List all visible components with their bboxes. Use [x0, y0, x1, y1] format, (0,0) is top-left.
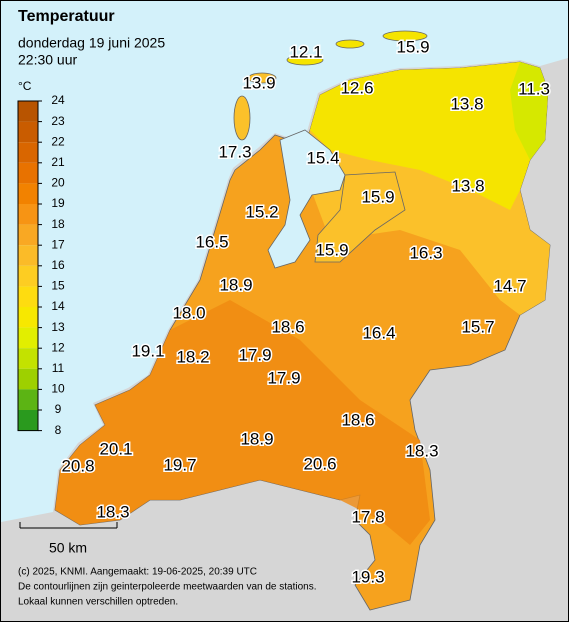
legend-tick-label: 10	[51, 382, 65, 396]
station-value: 18.6	[271, 317, 304, 336]
station-value: 13.8	[450, 94, 483, 113]
station-value: 16.3	[409, 243, 442, 262]
warm-zone	[55, 300, 430, 545]
legend-unit: °C	[18, 79, 32, 93]
legend-tick-label: 15	[51, 279, 65, 293]
legend-band	[18, 162, 38, 184]
legend-band	[18, 245, 38, 266]
station-value: 18.3	[96, 502, 129, 521]
station-value: 14.7	[493, 276, 526, 295]
title: Temperatuur	[18, 8, 115, 25]
footer-line: Lokaal kunnen verschillen optreden.	[18, 597, 178, 608]
legend-band	[18, 142, 38, 163]
legend-tick-label: 19	[51, 196, 65, 210]
coldest-zone	[510, 62, 548, 160]
station-value: 15.4	[306, 148, 339, 167]
legend-tick-label: 13	[51, 320, 65, 334]
station-value: 18.9	[240, 429, 273, 448]
station-value: 15.9	[361, 187, 394, 206]
station-value: 18.6	[341, 410, 374, 429]
legend-tick-label: 12	[51, 340, 65, 354]
legend-band	[18, 368, 38, 390]
legend-tick-label: 24	[51, 93, 65, 107]
station-value: 20.6	[303, 454, 336, 473]
legend-tick-label: 22	[51, 134, 65, 148]
sea	[1, 1, 568, 522]
station-value: 20.8	[61, 456, 94, 475]
station-value: 15.2	[245, 202, 278, 221]
station-value: 16.4	[362, 323, 395, 342]
station-value: 18.0	[172, 303, 205, 322]
station-value: 13.8	[451, 176, 484, 195]
legend-tick-label: 16	[51, 258, 65, 272]
date: donderdag 19 juni 2025	[18, 35, 165, 51]
legend-band	[18, 265, 38, 287]
legend-band	[18, 307, 38, 328]
legend-tick-label: 17	[51, 237, 65, 251]
legend-band	[18, 286, 38, 307]
station-value: 19.3	[351, 567, 384, 586]
island	[286, 54, 324, 66]
station-value: 13.9	[242, 73, 275, 92]
station-value: 11.3	[518, 79, 550, 98]
station-value: 18.3	[405, 441, 438, 460]
legend-tick-label: 23	[51, 114, 65, 128]
ijsselmeer	[267, 129, 346, 269]
station-value: 15.9	[396, 37, 429, 56]
cool-zone	[310, 62, 548, 210]
station-value: 17.9	[238, 345, 271, 364]
station-value: 12.6	[340, 78, 373, 97]
legend-frame	[17, 100, 39, 432]
legend-band	[18, 204, 38, 225]
legend-tick-label: 18	[51, 217, 65, 231]
station-value: 18.9	[219, 275, 252, 294]
time: 22:30 uur	[18, 52, 77, 68]
legend-band	[18, 101, 38, 122]
legend-tick-label: 14	[51, 299, 65, 313]
station-value: 19.7	[163, 455, 196, 474]
flevoland	[314, 171, 406, 263]
station-value: 15.9	[315, 240, 348, 259]
station-value: 12.1	[289, 42, 322, 61]
legend-tick-label: 20	[51, 176, 65, 190]
island	[233, 95, 251, 141]
legend-band	[18, 389, 38, 410]
station-value: 17.8	[351, 507, 384, 526]
island	[247, 72, 277, 84]
scale-label: 50 km	[49, 540, 87, 556]
station-value: 16.5	[195, 232, 228, 251]
station-value: 20.1	[99, 439, 132, 458]
footer-line: (c) 2025, KNMI. Aangemaakt: 19-06-2025, …	[18, 567, 257, 578]
legend-band	[18, 348, 38, 369]
footer-line: De contourlijnen zijn geinterpoleerde me…	[18, 582, 317, 593]
legend-band	[18, 410, 38, 431]
station-value: 18.2	[176, 347, 209, 366]
station-value: 17.9	[267, 368, 300, 387]
station-value: 17.3	[218, 142, 251, 161]
legend-tick-label: 9	[55, 402, 62, 416]
legend-tick-label: 21	[51, 155, 65, 169]
legend-band	[18, 183, 38, 204]
legend-tick-label: 8	[55, 423, 62, 437]
island	[335, 39, 365, 49]
legend-tick-label: 11	[52, 361, 65, 375]
station-value: 15.7	[461, 317, 494, 336]
island	[382, 30, 428, 42]
legend-band	[18, 224, 38, 246]
legend-band	[18, 327, 38, 349]
station-value: 19.1	[131, 341, 164, 360]
legend-band	[18, 121, 38, 143]
